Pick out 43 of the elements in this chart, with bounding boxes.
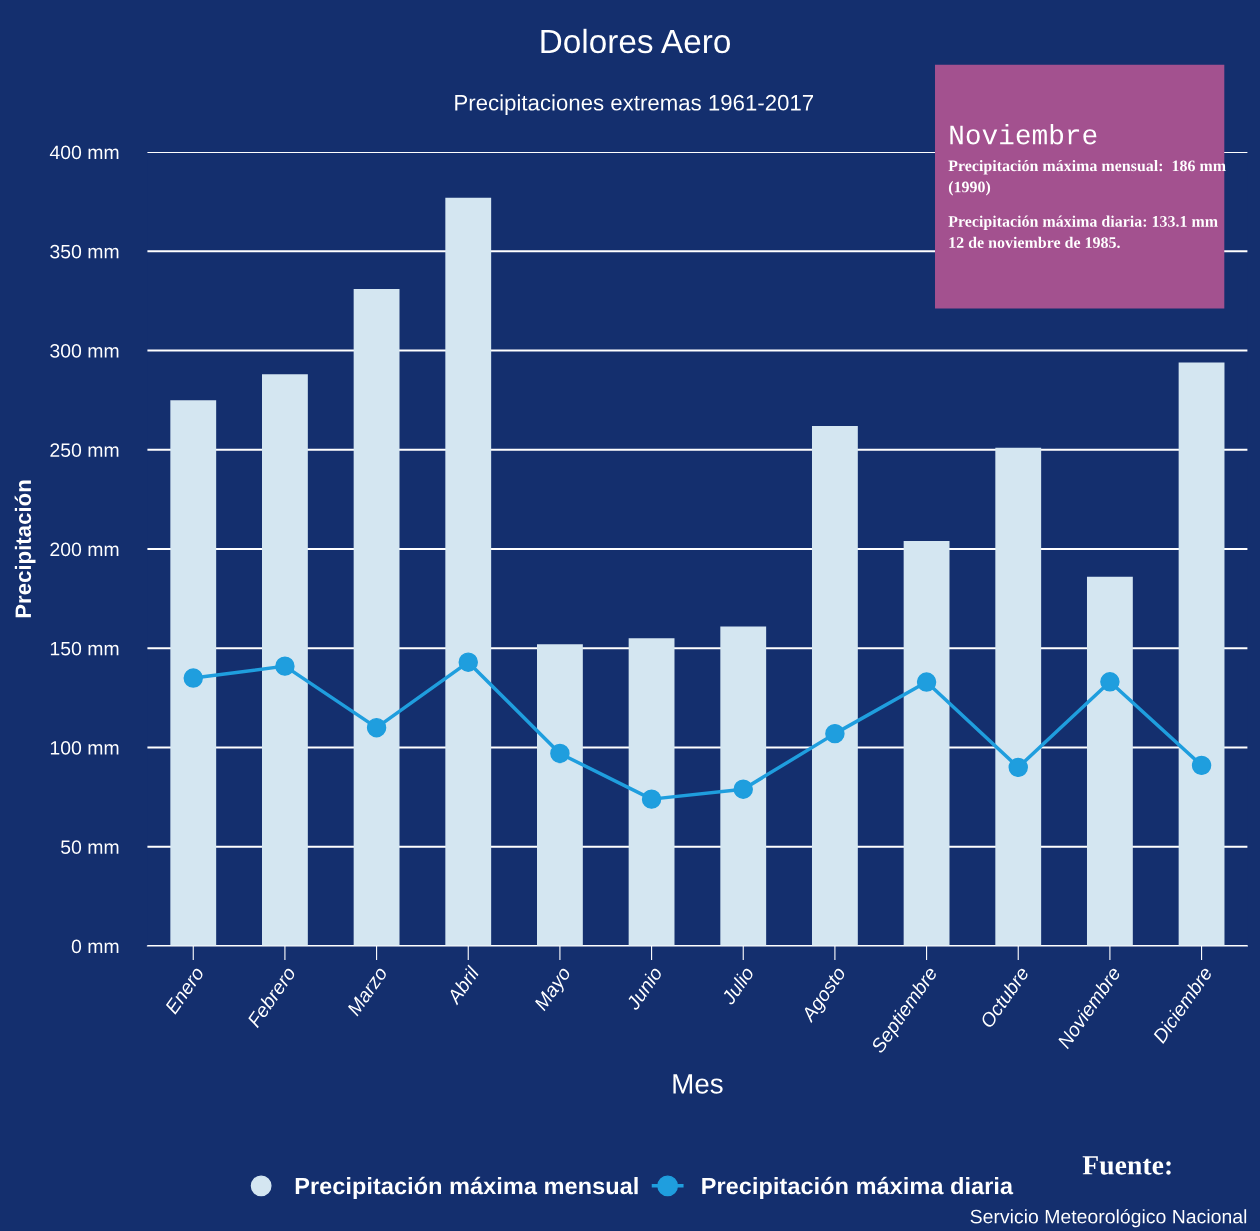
y-tick-label: 50 mm (61, 840, 119, 855)
y-tick-label: 100 mm (50, 740, 119, 755)
y-axis-title: Precipitación (14, 480, 36, 618)
annotation: Precipitación máxima diaria: 133.1 mm 12 de noviembre de 1985. (948, 215, 1218, 249)
point (641, 789, 662, 809)
text: Noviembre (950, 124, 1097, 145)
bar (353, 288, 400, 947)
bar (537, 644, 583, 947)
point (1008, 757, 1028, 778)
point (825, 723, 845, 744)
point (183, 668, 203, 688)
bar (445, 197, 492, 947)
legend-label: Precipitación máxima mensual (295, 1176, 638, 1200)
y-tick-label: 300 mm (50, 344, 119, 358)
bar (811, 425, 858, 947)
y-tick-label: 0 mm (71, 939, 119, 954)
bar (628, 638, 675, 947)
source-note: Fuente: (1082, 1156, 1171, 1175)
point (1191, 755, 1212, 776)
bar (1086, 576, 1133, 947)
y-tick-label: 150 mm (50, 641, 119, 656)
point (366, 717, 387, 738)
text: Servicio Meteorológico Nacional (970, 1208, 1247, 1228)
bar (1178, 362, 1225, 947)
point (550, 743, 570, 764)
bar (720, 626, 767, 947)
chart-title: Dolores Aero (541, 28, 730, 54)
legend-label: Precipitación máxima diaria (702, 1176, 1014, 1200)
y-tick-label: 400 mm (49, 145, 119, 160)
x-axis-title: Mes (673, 1074, 723, 1094)
point (275, 656, 295, 676)
chart-subtitle: Precipitaciones extremas 1961-2017 (455, 94, 814, 115)
point (458, 652, 478, 672)
y-tick-label: 200 mm (50, 542, 119, 557)
y-tick-label: 250 mm (50, 443, 119, 458)
bar (903, 541, 950, 947)
bar (170, 400, 217, 947)
point (1100, 672, 1120, 692)
point (733, 779, 753, 799)
bar (262, 374, 308, 947)
bar (995, 447, 1042, 947)
point (916, 672, 937, 692)
y-tick-label: 350 mm (50, 244, 119, 259)
